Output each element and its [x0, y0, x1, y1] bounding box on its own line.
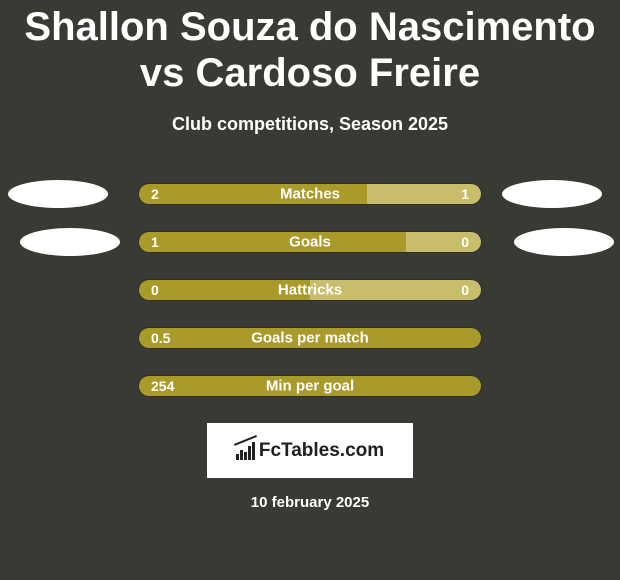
- stat-value-left: 0.5: [151, 330, 170, 346]
- comparison-infographic: Shallon Souza do Nascimento vs Cardoso F…: [0, 0, 620, 580]
- stat-bar: 0 0 Hattricks: [138, 279, 482, 301]
- bar-segment-right: [406, 232, 481, 252]
- stat-value-left: 2: [151, 186, 159, 202]
- stat-label: Goals per match: [251, 330, 369, 347]
- stat-bar: 254 Min per goal: [138, 375, 482, 397]
- stat-value-left: 254: [151, 378, 174, 394]
- date-text: 10 february 2025: [0, 494, 620, 511]
- stat-label: Hattricks: [278, 282, 342, 299]
- bar-segment-left: [139, 232, 406, 252]
- stat-row: 0 0 Hattricks: [0, 279, 620, 301]
- page-title: Shallon Souza do Nascimento vs Cardoso F…: [0, 4, 620, 96]
- stat-label: Goals: [289, 234, 331, 251]
- player-ellipse-right: [514, 228, 614, 256]
- stat-bar: 2 1 Matches: [138, 183, 482, 205]
- player-ellipse-left: [20, 228, 120, 256]
- stat-value-right: 0: [461, 282, 469, 298]
- player-ellipse-left: [8, 180, 108, 208]
- stat-bar: 0.5 Goals per match: [138, 327, 482, 349]
- player-ellipse-right: [502, 180, 602, 208]
- subtitle: Club competitions, Season 2025: [0, 114, 620, 135]
- stat-label: Matches: [280, 186, 340, 203]
- brand-text: FcTables.com: [259, 440, 384, 462]
- stat-bar: 1 0 Goals: [138, 231, 482, 253]
- stat-row: 0.5 Goals per match: [0, 327, 620, 349]
- stat-row: 2 1 Matches: [0, 183, 620, 205]
- stat-label: Min per goal: [266, 378, 354, 395]
- stat-row: 254 Min per goal: [0, 375, 620, 397]
- bar-chart-icon: [236, 442, 255, 460]
- stat-value-right: 1: [461, 186, 469, 202]
- stats-list: 2 1 Matches 1 0 Goals 0 0 Hattricks 0.5 Goals per …: [0, 183, 620, 397]
- stat-value-right: 0: [461, 234, 469, 250]
- brand-box: FcTables.com: [207, 423, 413, 478]
- stat-value-left: 0: [151, 282, 159, 298]
- stat-row: 1 0 Goals: [0, 231, 620, 253]
- stat-value-left: 1: [151, 234, 159, 250]
